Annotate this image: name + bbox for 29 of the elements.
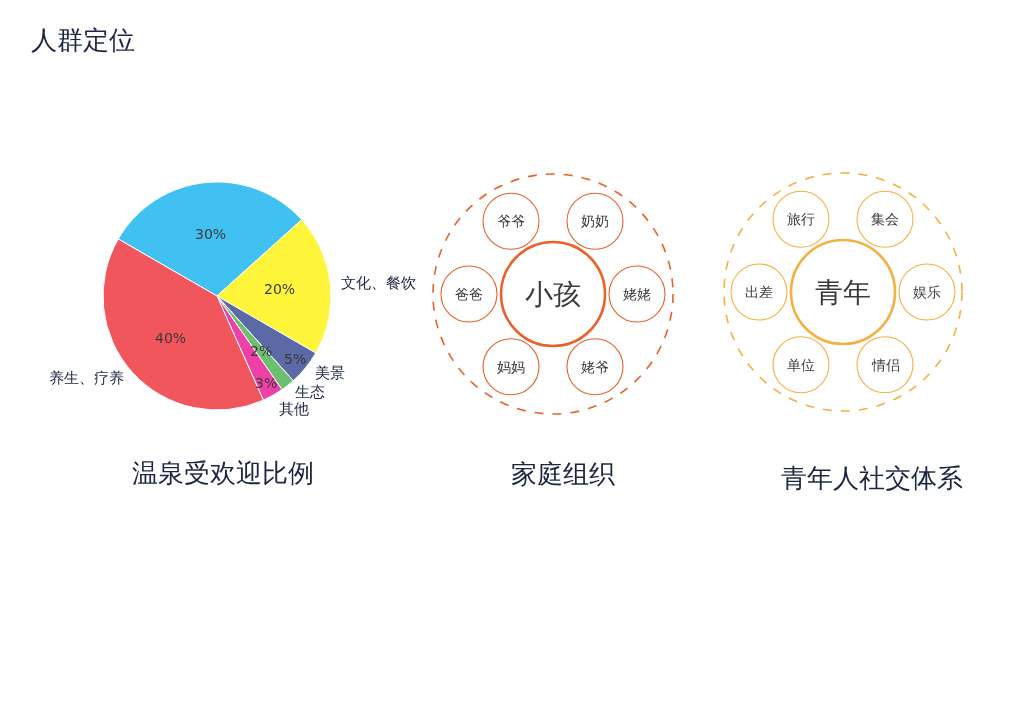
category-label: 娱乐 <box>913 284 941 300</box>
text: 人群定位 <box>31 25 135 55</box>
text: 青年 <box>815 276 871 309</box>
category-label: 爸爸 <box>455 286 483 302</box>
slice-label: 生态 <box>295 383 325 401</box>
slice-label: 美景 <box>315 364 345 382</box>
data-label: 3% <box>255 375 278 391</box>
text: 小孩 <box>525 278 581 311</box>
category-label: 姥爷 <box>581 359 609 375</box>
data-label: 40% <box>155 330 187 346</box>
category-label: 集会 <box>871 211 899 227</box>
category-label: 情侣 <box>871 357 900 373</box>
slice-label: 养生、疗养 <box>49 369 124 387</box>
category-label: 姥姥 <box>623 286 651 302</box>
text: 青年人社交体系 <box>781 463 963 493</box>
data-label: 30% <box>195 226 227 242</box>
text: 家庭组织 <box>511 459 615 489</box>
data-label: 2% <box>250 343 273 359</box>
category-label: 旅行 <box>787 211 815 227</box>
text: 温泉受欢迎比例 <box>132 458 314 488</box>
category-label: 出差 <box>745 284 773 300</box>
slice-label: 其他 <box>279 400 309 418</box>
slice-label: 文化、餐饮 <box>341 274 416 292</box>
category-label: 单位 <box>787 357 815 373</box>
data-label: 20% <box>264 281 296 297</box>
data-label: 5% <box>284 351 307 367</box>
category-label: 妈妈 <box>497 359 525 375</box>
category-label: 奶奶 <box>581 213 609 229</box>
category-label: 爷爷 <box>497 213 525 229</box>
